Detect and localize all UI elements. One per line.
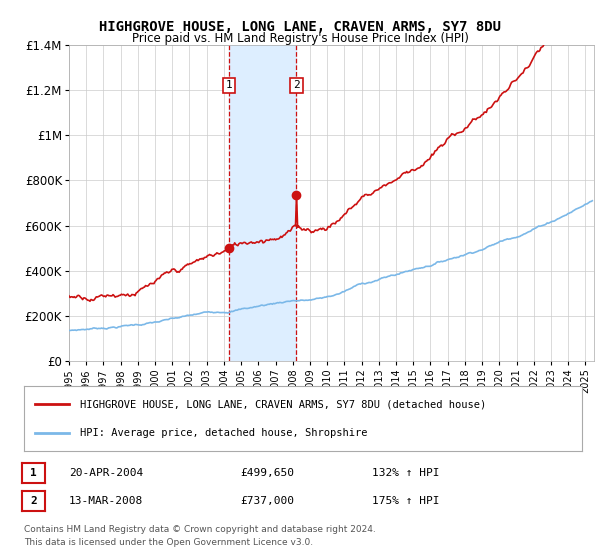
Text: 2: 2	[293, 81, 300, 91]
Text: 20-APR-2004: 20-APR-2004	[69, 468, 143, 478]
Text: 1: 1	[30, 468, 37, 478]
Text: 13-MAR-2008: 13-MAR-2008	[69, 496, 143, 506]
Text: HIGHGROVE HOUSE, LONG LANE, CRAVEN ARMS, SY7 8DU: HIGHGROVE HOUSE, LONG LANE, CRAVEN ARMS,…	[99, 20, 501, 34]
Text: This data is licensed under the Open Government Licence v3.0.: This data is licensed under the Open Gov…	[24, 538, 313, 547]
Text: HIGHGROVE HOUSE, LONG LANE, CRAVEN ARMS, SY7 8DU (detached house): HIGHGROVE HOUSE, LONG LANE, CRAVEN ARMS,…	[80, 399, 486, 409]
Text: 132% ↑ HPI: 132% ↑ HPI	[372, 468, 439, 478]
Text: 2: 2	[30, 496, 37, 506]
Text: 1: 1	[226, 81, 233, 91]
Text: Contains HM Land Registry data © Crown copyright and database right 2024.: Contains HM Land Registry data © Crown c…	[24, 525, 376, 534]
Text: 175% ↑ HPI: 175% ↑ HPI	[372, 496, 439, 506]
Bar	[229, 45, 296, 361]
Text: HPI: Average price, detached house, Shropshire: HPI: Average price, detached house, Shro…	[80, 428, 367, 438]
Text: Price paid vs. HM Land Registry's House Price Index (HPI): Price paid vs. HM Land Registry's House …	[131, 32, 469, 45]
Text: £499,650: £499,650	[240, 468, 294, 478]
Text: £737,000: £737,000	[240, 496, 294, 506]
